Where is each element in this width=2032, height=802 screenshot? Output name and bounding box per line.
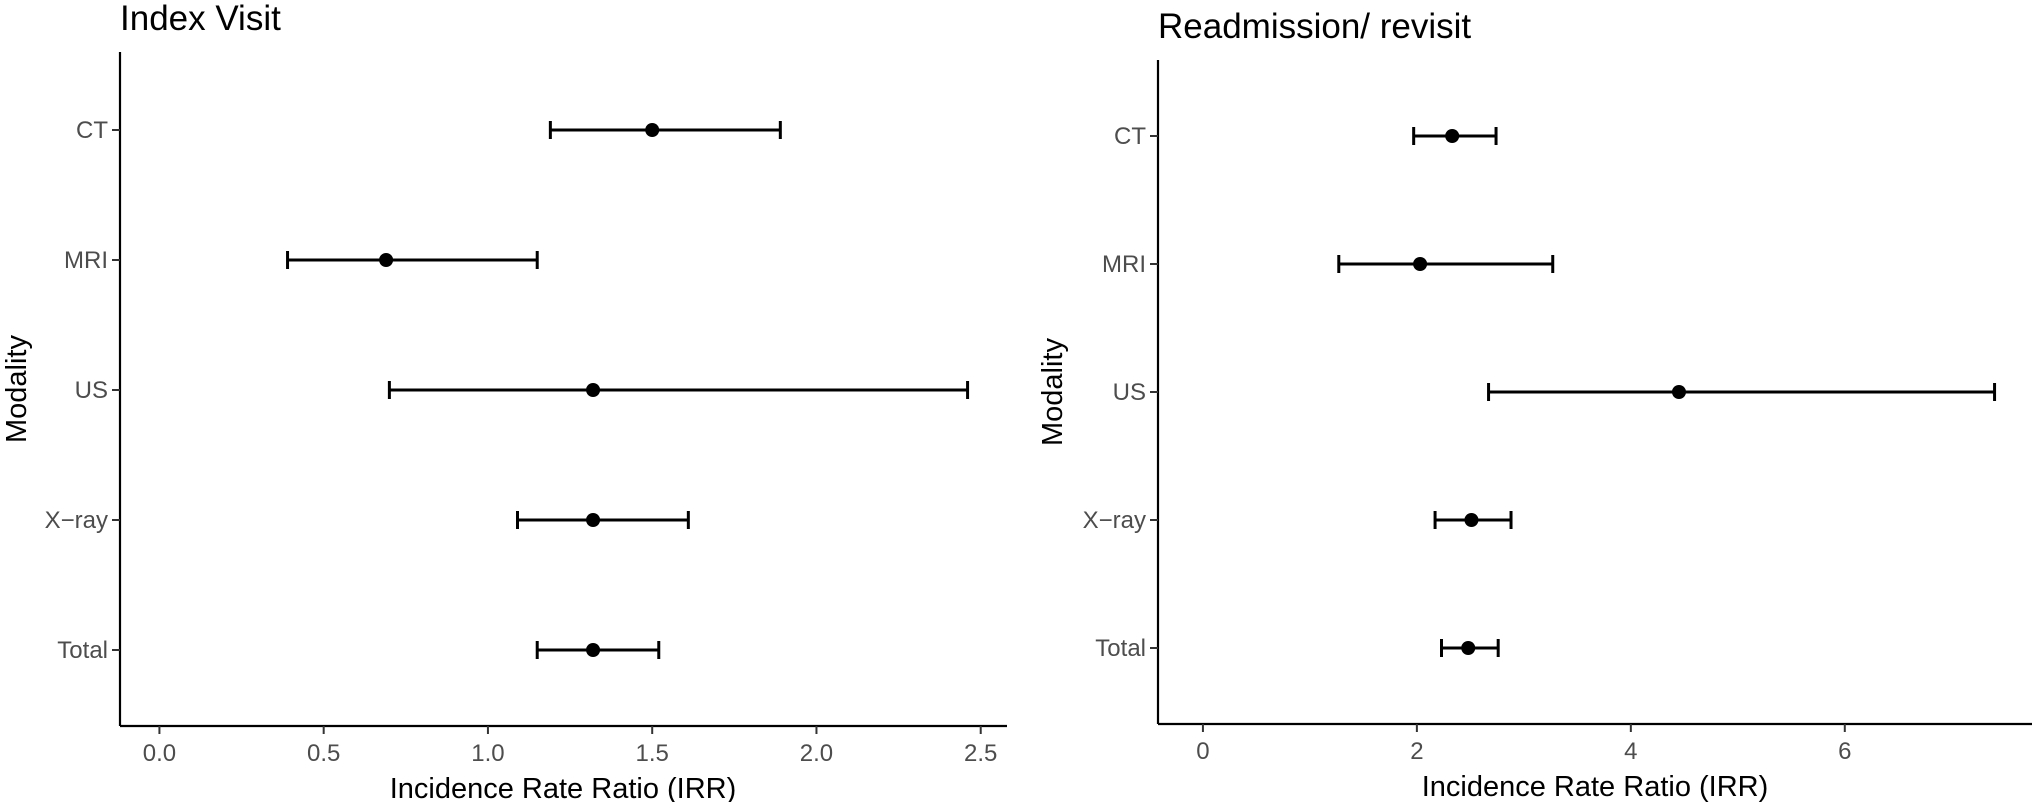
estimate-point <box>586 643 601 657</box>
x-tick-label: 0.5 <box>307 740 340 767</box>
estimate-point <box>645 123 660 137</box>
error-bar <box>286 251 539 269</box>
x-tick-label: 4 <box>1624 738 1637 765</box>
y-axis-label: Modality <box>1 335 33 443</box>
x-tick-label: 2.0 <box>800 740 833 767</box>
estimate-point <box>1671 385 1686 399</box>
error-bar <box>548 121 782 139</box>
x-tick-label: 6 <box>1838 738 1851 765</box>
x-axis-label: Incidence Rate Ratio (IRR) <box>390 773 737 802</box>
estimate-point <box>379 253 394 267</box>
error-bar <box>1337 255 1555 273</box>
y-tick-label: Total <box>1095 635 1146 662</box>
error-bar <box>516 511 690 529</box>
y-tick-label: MRI <box>64 247 108 274</box>
chart-marks: 0 2 4 6 CT MRI US X−ray Total <box>1083 60 2032 765</box>
y-tick-label: X−ray <box>1083 507 1146 534</box>
x-axis-label: Incidence Rate Ratio (IRR) <box>1422 771 1769 802</box>
error-bar <box>387 381 970 399</box>
x-tick-label: 2 <box>1410 738 1423 765</box>
x-tick-label: 1.0 <box>471 740 504 767</box>
y-tick-label: CT <box>1114 123 1146 150</box>
estimate-point <box>1461 641 1476 655</box>
panel-index-visit: Index Visit Modality Incidence Rate Rati… <box>1 0 1007 802</box>
estimate-point <box>1445 129 1460 143</box>
y-tick-label: MRI <box>1102 251 1146 278</box>
estimate-point <box>1464 513 1479 527</box>
y-tick-label: Total <box>57 637 108 664</box>
x-tick-label: 2.5 <box>964 740 997 767</box>
x-tick-label: 1.5 <box>636 740 669 767</box>
chart-title: Readmission/ revisit <box>1158 7 1471 46</box>
x-tick-label: 0 <box>1196 738 1209 765</box>
y-tick-label: CT <box>76 117 108 144</box>
estimate-point <box>1413 257 1428 271</box>
chart-marks: 0.0 0.5 1.0 1.5 2.0 2.5 CT MRI US X−ray Total <box>45 52 1007 767</box>
error-bar <box>1487 383 1997 401</box>
estimate-point <box>586 513 601 527</box>
chart-title: Index Visit <box>120 0 281 38</box>
y-tick-label: US <box>1113 379 1146 406</box>
y-axis-label: Modality <box>1037 338 1069 446</box>
estimate-point <box>586 383 601 397</box>
x-tick-label: 0.0 <box>143 740 176 767</box>
y-tick-label: US <box>75 377 108 404</box>
y-tick-label: X−ray <box>45 507 108 534</box>
panel-readmission-revisit: Readmission/ revisit Modality Incidence … <box>1037 7 2032 802</box>
